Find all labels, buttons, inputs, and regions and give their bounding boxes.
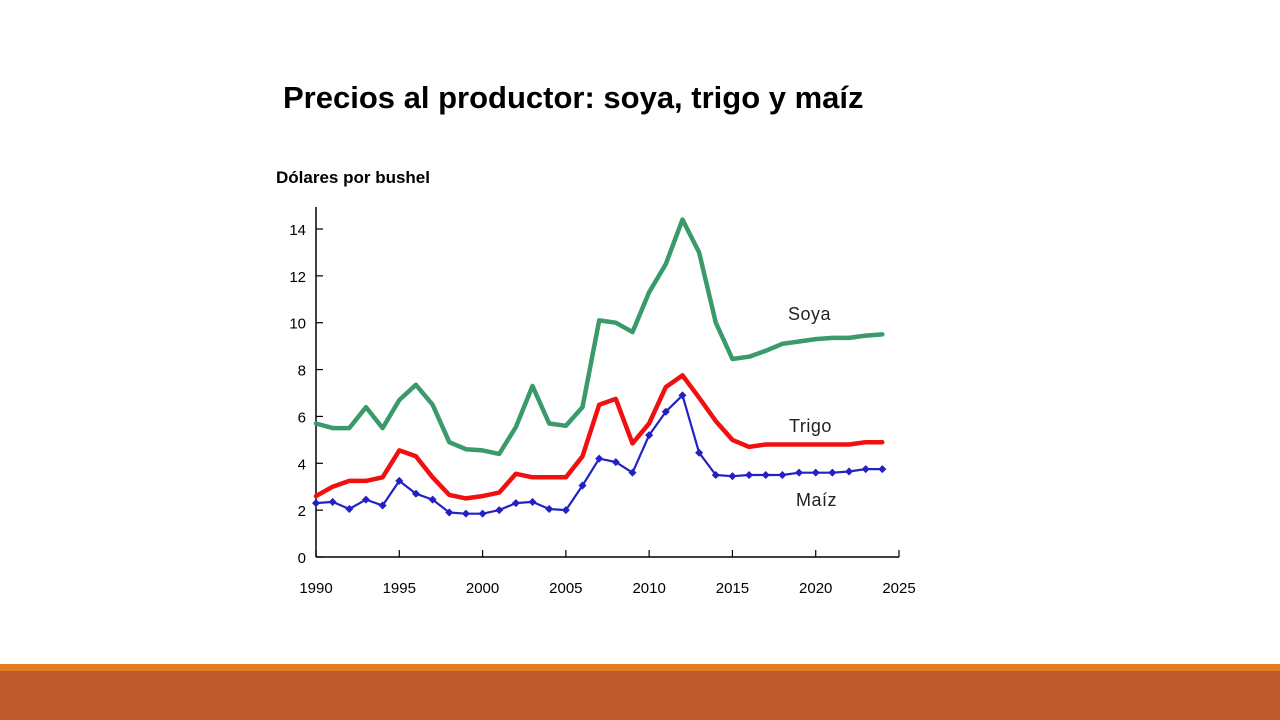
data-point-maiz [428, 495, 437, 504]
y-tick-label: 6 [298, 409, 306, 426]
y-tick-label: 4 [298, 456, 306, 473]
data-point-maiz [745, 470, 754, 480]
x-tick-label: 1990 [299, 580, 332, 597]
data-point-maiz [478, 509, 487, 518]
data-point-maiz [795, 468, 804, 477]
series-line-soya [313, 217, 885, 457]
data-point-maiz [645, 431, 654, 440]
chart-axes: 0 2 4 6 8 10 12 14 1990 1995 2000 2005 2010 2015 2020 2… [289, 207, 916, 597]
x-tick-label: 2005 [549, 580, 582, 597]
data-point-maiz [828, 468, 837, 477]
data-point-maiz [761, 470, 770, 480]
y-tick-label: 12 [289, 269, 306, 286]
data-point-maiz [678, 391, 687, 400]
data-point-maiz [711, 470, 720, 480]
data-point-maiz [361, 495, 370, 504]
footer-accent-band [0, 664, 1280, 671]
data-point-maiz [611, 458, 620, 467]
y-tick-label: 0 [298, 550, 306, 567]
data-point-maiz [461, 509, 470, 518]
data-point-maiz [495, 506, 504, 515]
data-point-maiz [511, 499, 520, 508]
data-point-maiz [728, 472, 737, 481]
data-point-maiz [545, 504, 554, 513]
data-point-maiz [695, 448, 704, 457]
data-point-maiz [378, 501, 387, 510]
data-point-maiz [628, 468, 637, 477]
series-label-trigo: Trigo [789, 416, 832, 436]
data-point-maiz [345, 504, 354, 513]
y-tick-label: 14 [289, 222, 306, 239]
chart-series [311, 217, 887, 518]
series-line-trigo [313, 373, 885, 501]
x-tick-label: 2015 [716, 580, 749, 597]
data-point-maiz [445, 508, 454, 517]
y-tick-label: 2 [298, 503, 306, 520]
x-tick-label: 2000 [466, 580, 499, 597]
series-trigo [313, 373, 885, 501]
data-point-maiz [778, 470, 787, 480]
data-point-maiz [561, 506, 570, 515]
data-point-maiz [311, 499, 321, 508]
series-label-soya: Soya [788, 304, 832, 324]
y-tick-label: 8 [298, 363, 306, 380]
data-point-maiz [878, 465, 887, 474]
series-maiz [311, 391, 887, 518]
x-tick-label: 2010 [632, 580, 665, 597]
x-tick-label: 2020 [799, 580, 832, 597]
data-point-maiz [595, 454, 604, 463]
footer-band [0, 671, 1280, 720]
data-point-maiz [411, 489, 420, 498]
x-tick-label: 2025 [882, 580, 915, 597]
slide-title: Precios al productor: soya, trigo y maíz [283, 80, 864, 115]
data-point-maiz [395, 476, 404, 485]
data-point-maiz [811, 468, 820, 477]
data-point-maiz [661, 407, 670, 416]
data-point-maiz [861, 465, 870, 474]
data-point-maiz [578, 481, 587, 490]
y-axis-unit-label: Dólares por bushel [276, 168, 430, 187]
data-point-maiz [845, 467, 854, 476]
price-line-chart: 0 2 4 6 8 10 12 14 1990 1995 2000 2005 2010 2015 2020 2… [289, 207, 916, 597]
data-point-maiz [328, 497, 337, 506]
series-soya [313, 217, 885, 457]
x-tick-label: 1995 [383, 580, 416, 597]
y-tick-label: 10 [289, 316, 306, 333]
data-point-maiz [528, 497, 537, 506]
series-label-maiz: Maíz [796, 490, 837, 510]
